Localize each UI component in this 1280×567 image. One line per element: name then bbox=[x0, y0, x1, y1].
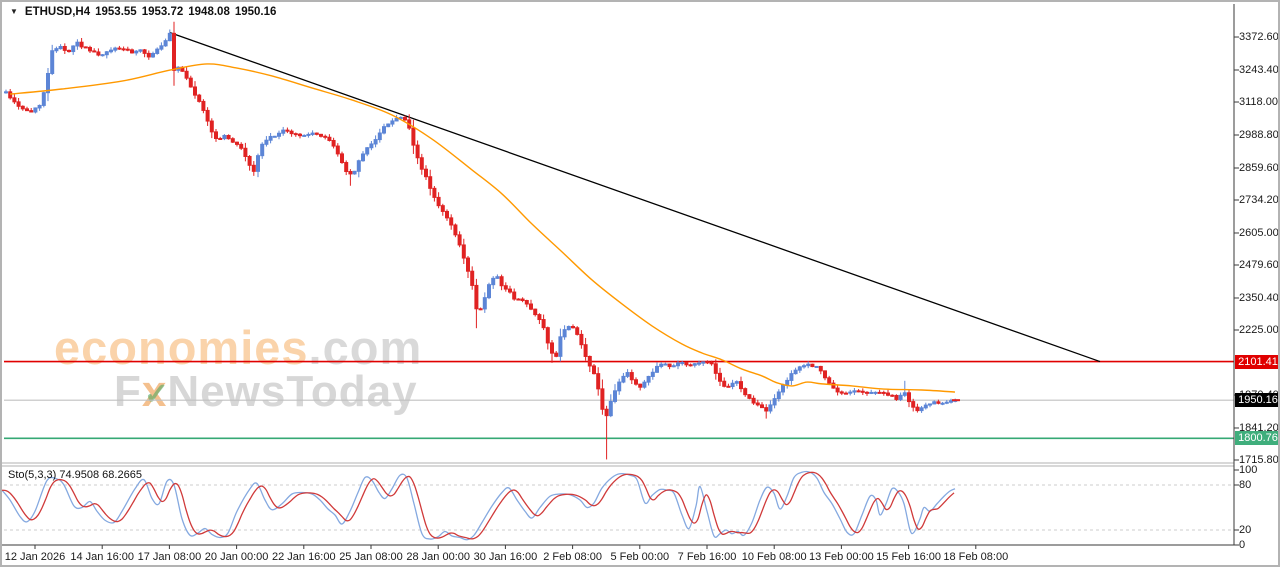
stochastic-indicator-label: Sto(5,3,3) 74.9508 68.2665 bbox=[8, 469, 142, 481]
date-axis-label: 5 Feb 00:00 bbox=[610, 551, 670, 563]
date-axis-label: 22 Jan 16:00 bbox=[271, 551, 336, 563]
price-axis-label: 2988.80 bbox=[1239, 129, 1279, 141]
price-axis-label: 2350.40 bbox=[1239, 292, 1279, 304]
watermark-brand: economies.com bbox=[54, 321, 423, 374]
watermark: economies.com Fx ✓ NewsToday bbox=[54, 320, 422, 417]
date-axis-label: 2 Feb 08:00 bbox=[543, 551, 602, 563]
price-axis-label: 1715.80 bbox=[1239, 454, 1279, 466]
symbol-dropdown-icon[interactable]: ▼ bbox=[10, 7, 18, 16]
chart-title-bar: ▼ ETHUSD,H4 1953.55 1953.72 1948.08 1950.16 bbox=[10, 6, 281, 18]
date-axis-label: 20 Jan 00:00 bbox=[204, 551, 269, 563]
price-axis-label: 2734.20 bbox=[1239, 194, 1279, 206]
price-axis-label: 3118.00 bbox=[1239, 96, 1278, 108]
price-line-badge: 1950.16 bbox=[1235, 393, 1278, 408]
price-axis-label: 3243.40 bbox=[1239, 64, 1279, 76]
price-axis-label: 2605.00 bbox=[1239, 227, 1279, 239]
symbol-timeframe: ETHUSD,H4 bbox=[24, 6, 91, 18]
price-axis-label: 2859.60 bbox=[1239, 162, 1279, 174]
candlestick-series bbox=[4, 21, 958, 460]
sto-axis-label: 20 bbox=[1239, 524, 1252, 536]
descending-trendline[interactable] bbox=[169, 31, 1101, 363]
price-axis-label: 1841.20 bbox=[1239, 422, 1279, 434]
price-line-badge: 2101.41 bbox=[1235, 354, 1278, 369]
sto-axis-label: 0 bbox=[1239, 539, 1246, 551]
moving-average-line[interactable] bbox=[9, 63, 956, 393]
date-axis-label: 13 Feb 00:00 bbox=[808, 551, 874, 563]
date-axis-label: 25 Jan 08:00 bbox=[339, 551, 403, 563]
quote-close: 1950.16 bbox=[234, 6, 277, 18]
sto-signal-line[interactable] bbox=[2, 471, 955, 540]
date-axis-label: 28 Jan 00:00 bbox=[406, 551, 470, 563]
price-line-badge: 1800.76 bbox=[1235, 431, 1278, 446]
date-axis-label: 17 Jan 08:00 bbox=[137, 551, 202, 563]
quote-high: 1953.72 bbox=[141, 6, 184, 18]
price-axis-label: 2479.60 bbox=[1239, 259, 1279, 271]
sto-axis-label: 100 bbox=[1239, 464, 1258, 476]
fx-logo-check-icon: ✓ bbox=[143, 378, 171, 411]
quote-low: 1948.08 bbox=[188, 6, 230, 18]
date-axis-label: 10 Feb 08:00 bbox=[741, 551, 807, 563]
date-axis-label: 18 Feb 08:00 bbox=[943, 551, 1009, 563]
sto-axis-label: 80 bbox=[1239, 479, 1252, 491]
sto-main-line[interactable] bbox=[2, 470, 956, 541]
date-axis-label: 30 Jan 16:00 bbox=[473, 551, 538, 563]
date-axis-label: 7 Feb 16:00 bbox=[677, 551, 737, 563]
price-axis-label: 2225.00 bbox=[1239, 324, 1279, 336]
price-axis-label: 3372.60 bbox=[1239, 31, 1279, 43]
date-axis-label: 12 Jan 2026 bbox=[4, 551, 66, 563]
date-axis-label: 15 Feb 16:00 bbox=[876, 551, 942, 563]
quote-open: 1953.55 bbox=[95, 6, 137, 18]
fx-logo-x: x ✓ bbox=[141, 367, 171, 416]
watermark-tagline: Fx ✓ NewsToday bbox=[114, 367, 418, 416]
date-axis-label: 14 Jan 16:00 bbox=[70, 551, 134, 563]
